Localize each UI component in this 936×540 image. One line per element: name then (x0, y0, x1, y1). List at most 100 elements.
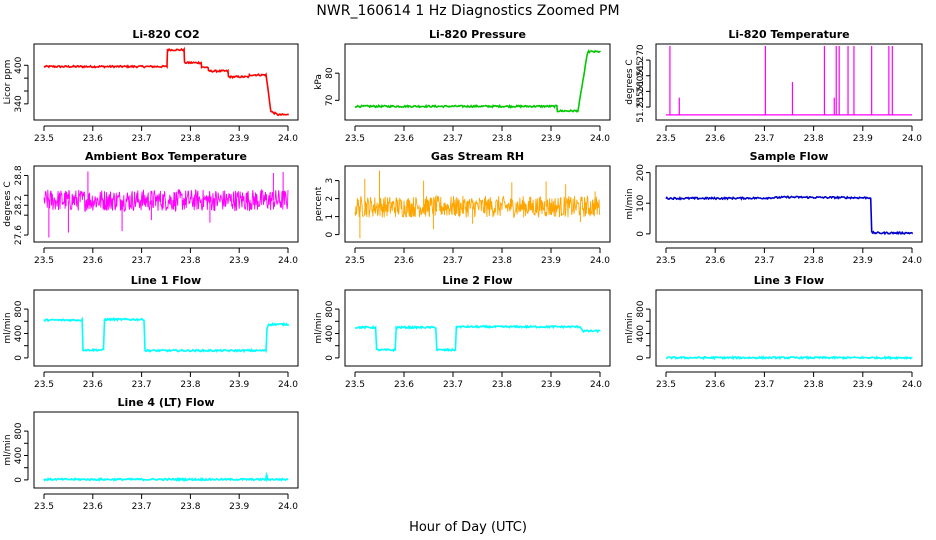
x-tick-label: 23.5 (656, 134, 676, 144)
y-tick-label: 400 (636, 325, 646, 342)
x-tick-label: 23.8 (180, 256, 200, 266)
x-tick-label: 23.9 (853, 134, 873, 144)
chart-panel: Li-820 Pressure kPa 23.5 23.6 23.7 23.8 23.9 24… (314, 28, 611, 144)
figure-x-axis-label: Hour of Day (UTC) (409, 520, 527, 535)
chart-panel: Gas Stream RH percent 23.5 23.6 23.7 23.8 23.9… (314, 150, 611, 266)
y-tick-label: 0 (325, 231, 335, 237)
x-tick-label: 23.9 (541, 380, 561, 390)
plot-frame (344, 289, 611, 367)
series-line (43, 188, 289, 213)
x-tick-label: 23.5 (345, 380, 365, 390)
plot-frame (344, 165, 611, 243)
plot-frame (33, 43, 299, 121)
x-tick-label: 23.5 (34, 134, 54, 144)
x-tick-label: 23.5 (34, 502, 54, 512)
x-tick-label: 23.9 (853, 380, 873, 390)
chart-title: Li-820 CO2 (132, 28, 199, 41)
y-tick-label: 51.265 (636, 60, 646, 92)
y-axis-label: ml/min (625, 188, 635, 219)
x-tick-label: 23.6 (394, 380, 414, 390)
series-line (354, 49, 601, 113)
chart-title: Ambient Box Temperature (85, 150, 247, 163)
y-tick-label: 80 (325, 67, 335, 79)
series-line (43, 46, 289, 117)
x-tick-label: 23.8 (180, 134, 200, 144)
y-tick-label: 27.6 (14, 225, 24, 245)
x-tick-label: 23.8 (804, 134, 824, 144)
y-tick-label: 51.255 (636, 91, 646, 123)
data-series (354, 170, 601, 239)
x-tick-label: 23.6 (705, 256, 725, 266)
y-axis-label: ml/min (314, 312, 324, 343)
y-tick-label: 3 (325, 178, 335, 184)
data-series (43, 46, 289, 117)
x-tick-label: 23.9 (229, 134, 249, 144)
y-tick-label: 340 (14, 95, 24, 112)
x-tick-label: 23.5 (345, 256, 365, 266)
x-tick-label: 23.7 (132, 256, 152, 266)
data-series (665, 195, 913, 236)
x-tick-label: 23.6 (394, 134, 414, 144)
series-line (665, 195, 913, 236)
x-tick-label: 23.5 (34, 256, 54, 266)
y-tick-label: 51.270 (636, 44, 646, 76)
y-tick-label: 28.8 (14, 165, 24, 185)
chart-title: Sample Flow (750, 150, 829, 163)
y-tick-label: 800 (14, 300, 24, 317)
chart-title: Li-820 Temperature (728, 28, 849, 41)
x-tick-label: 23.6 (705, 380, 725, 390)
y-tick-label: 1 (325, 214, 335, 220)
chart-panel: Li-820 Temperature degrees C 23.5 23.6 23.7 2… (625, 28, 923, 144)
x-tick-label: 23.6 (705, 134, 725, 144)
y-axis-label: degrees C (625, 59, 635, 104)
y-tick-label: 800 (636, 300, 646, 317)
chart-title: Line 3 Flow (754, 274, 824, 287)
y-axis-label: ml/min (3, 312, 13, 343)
figure-title: NWR_160614 1 Hz Diagnostics Zoomed PM (316, 3, 619, 19)
x-tick-label: 24.0 (590, 134, 610, 144)
x-tick-label: 23.7 (754, 134, 774, 144)
data-series (354, 324, 601, 353)
y-tick-label: 70 (325, 94, 335, 106)
x-tick-label: 23.9 (229, 256, 249, 266)
x-tick-label: 23.5 (656, 256, 676, 266)
plot-frame (33, 165, 299, 243)
x-tick-label: 23.7 (132, 380, 152, 390)
data-series (43, 471, 289, 483)
chart-panel: Li-820 CO2 Licor ppm 23.5 23.6 23.7 23.8 23.9 2… (3, 28, 299, 144)
y-tick-label: 0 (636, 355, 646, 361)
x-tick-label: 23.6 (83, 134, 103, 144)
series-line (354, 194, 601, 219)
chart-title: Line 1 Flow (131, 274, 201, 287)
x-tick-label: 23.9 (229, 380, 249, 390)
chart-panel: Ambient Box Temperature degrees C 23.5 23.6… (3, 150, 299, 266)
x-tick-label: 23.7 (443, 134, 463, 144)
series-line (354, 324, 601, 353)
chart-panel: Sample Flow ml/min 23.5 23.6 23.7 23.8 23.9 24.… (625, 150, 923, 266)
y-tick-label: 200 (636, 164, 646, 181)
x-tick-label: 24.0 (278, 380, 298, 390)
x-tick-label: 23.7 (754, 380, 774, 390)
plot-frame (344, 43, 611, 121)
y-tick-label: 400 (14, 56, 24, 73)
x-tick-label: 23.8 (180, 380, 200, 390)
x-tick-label: 23.6 (83, 380, 103, 390)
x-tick-label: 23.7 (443, 380, 463, 390)
x-tick-label: 23.8 (804, 256, 824, 266)
y-tick-label: 0 (636, 231, 646, 237)
y-tick-label: 0 (14, 477, 24, 483)
y-axis-label: degrees C (3, 181, 13, 226)
x-tick-label: 23.8 (492, 134, 512, 144)
x-tick-label: 24.0 (902, 134, 922, 144)
chart-panels: Li-820 CO2 Licor ppm 23.5 23.6 23.7 23.8 23.9 2… (3, 28, 923, 512)
x-tick-label: 23.7 (754, 256, 774, 266)
x-tick-label: 23.9 (541, 134, 561, 144)
chart-title: Li-820 Pressure (429, 28, 526, 41)
x-tick-label: 23.5 (656, 380, 676, 390)
chart-title: Gas Stream RH (431, 150, 524, 163)
x-tick-label: 23.7 (443, 256, 463, 266)
x-tick-label: 24.0 (590, 256, 610, 266)
x-tick-label: 23.6 (394, 256, 414, 266)
y-tick-label: 2 (325, 196, 335, 202)
